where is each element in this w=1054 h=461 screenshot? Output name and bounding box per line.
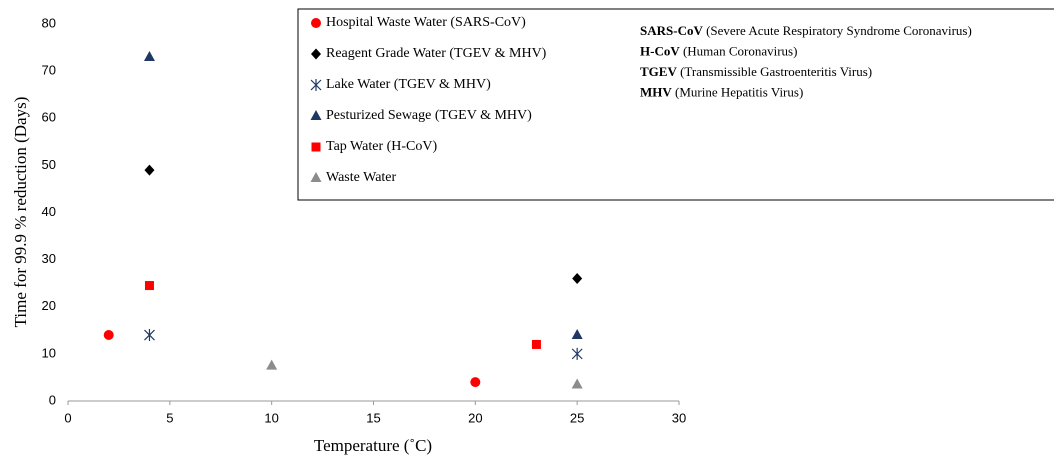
data-point (266, 359, 278, 370)
legend-label: Hospital Waste Water (SARS-CoV) (326, 15, 526, 30)
y-tick-label: 0 (49, 392, 56, 407)
note-text: (Murine Hepatitis Virus) (672, 84, 804, 99)
note-abbr: H-CoV (640, 43, 680, 58)
data-point (144, 281, 154, 291)
note-abbr: SARS-CoV (640, 23, 703, 38)
data-point (144, 329, 155, 342)
legend-label: Pesturized Sewage (TGEV & MHV) (326, 108, 532, 123)
legend-label: Lake Water (TGEV & MHV) (326, 77, 491, 92)
data-point (470, 377, 481, 388)
note: SARS-CoV (Severe Acute Respiratory Syndr… (640, 23, 972, 38)
x-tick-label: 15 (366, 410, 380, 425)
note: H-CoV (Human Coronavirus) (640, 43, 797, 58)
data-point (571, 347, 583, 360)
legend-marker (310, 110, 322, 120)
data-point (143, 50, 155, 61)
note-abbr: MHV (640, 84, 672, 99)
y-axis-label: Time for 99.9 % reduction (Days) (11, 97, 30, 328)
data-point (103, 330, 114, 341)
data-point (571, 378, 583, 389)
legend-marker (311, 18, 321, 28)
data-point (144, 164, 155, 176)
note-text: (Severe Acute Respiratory Syndrome Coron… (703, 23, 972, 38)
y-tick-label: 50 (42, 157, 56, 172)
note: TGEV (Transmissible Gastroenteritis Viru… (640, 64, 872, 79)
y-tick-label: 30 (42, 251, 56, 266)
legend-marker (310, 79, 322, 91)
x-tick-label: 10 (264, 410, 278, 425)
y-tick-label: 20 (42, 298, 56, 313)
y-tick-label: 10 (42, 345, 56, 360)
y-tick-label: 60 (42, 110, 56, 125)
legend-box (297, 8, 1054, 201)
y-tick-label: 80 (42, 15, 56, 30)
note-text: (Transmissible Gastroenteritis Virus) (677, 64, 872, 79)
legend-label: Tap Water (H-CoV) (326, 139, 437, 154)
x-tick-label: 0 (64, 410, 71, 425)
x-axis-label: Temperature (˚C) (314, 436, 432, 455)
note: MHV (Murine Hepatitis Virus) (640, 84, 803, 99)
y-tick-label: 70 (42, 63, 56, 78)
x-tick-label: 25 (570, 410, 584, 425)
data-point (572, 272, 583, 284)
x-tick-label: 30 (672, 410, 686, 425)
legend-marker (311, 48, 321, 60)
legend-label: Reagent Grade Water (TGEV & MHV) (326, 46, 547, 61)
y-tick-label: 40 (42, 204, 56, 219)
legend-marker (310, 172, 322, 182)
legend-marker (311, 142, 321, 152)
data-point (531, 339, 541, 349)
data-point (571, 329, 583, 340)
legend-label: Waste Water (326, 170, 397, 185)
note-text: (Human Coronavirus) (680, 43, 798, 58)
note-abbr: TGEV (640, 64, 677, 79)
x-tick-label: 20 (468, 410, 482, 425)
x-tick-label: 5 (166, 410, 173, 425)
